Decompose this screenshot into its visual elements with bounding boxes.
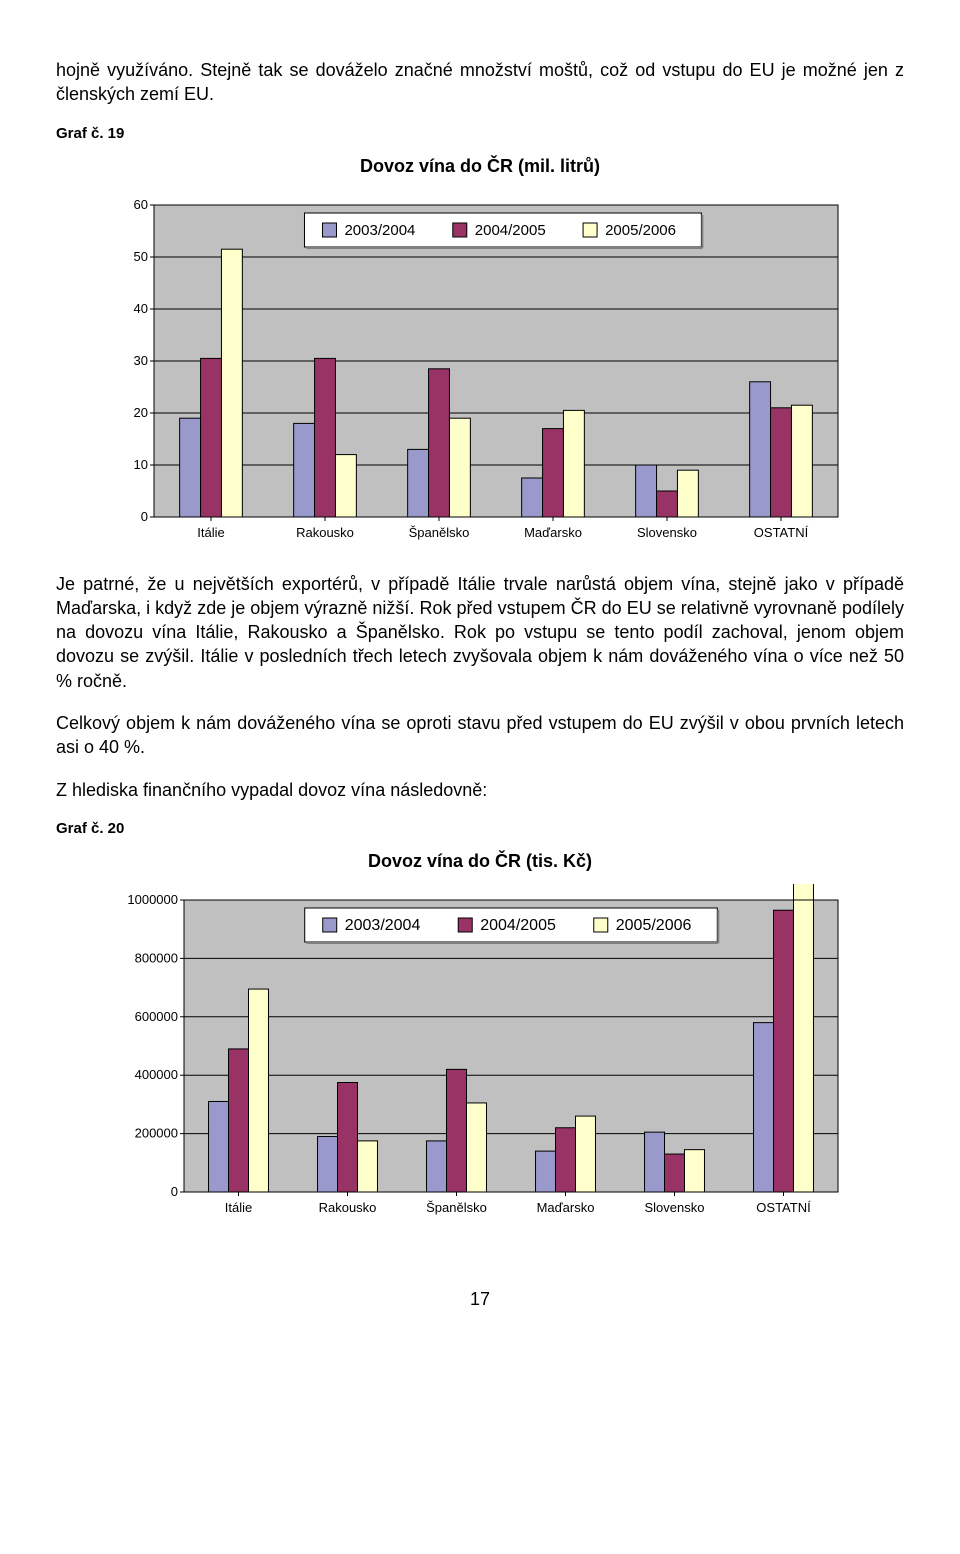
svg-text:200000: 200000 [135,1126,178,1141]
svg-text:2004/2005: 2004/2005 [475,222,546,239]
svg-text:0: 0 [171,1184,178,1199]
svg-text:0: 0 [141,509,148,524]
chart1-caption: Graf č. 19 [56,125,904,142]
chart1-svg: 0 10 20 30 40 50 60 Itálie Rakousko Španělsko Maďa… [110,189,850,549]
svg-text:OSTATNÍ: OSTATNÍ [756,1200,811,1215]
svg-text:50: 50 [134,249,148,264]
svg-text:2003/2004: 2003/2004 [344,222,415,239]
svg-text:Itálie: Itálie [225,1200,252,1215]
svg-text:Slovensko: Slovensko [637,525,697,540]
chart2-title: Dovoz vína do ČR (tis. Kč) [56,851,904,872]
svg-text:800000: 800000 [135,950,178,965]
svg-text:Slovensko: Slovensko [645,1200,705,1215]
chart1-title: Dovoz vína do ČR (mil. litrů) [56,156,904,177]
svg-text:1000000: 1000000 [127,892,178,907]
page-number: 17 [56,1289,904,1310]
svg-text:2005/2006: 2005/2006 [616,917,692,934]
page: hojně využíváno. Stejně tak se dováželo … [0,0,960,1350]
chart2-svg: 0 200000 400000 600000 800000 1000000 Itálie Ra… [110,884,850,1224]
svg-text:20: 20 [134,405,148,420]
svg-text:2005/2006: 2005/2006 [605,222,676,239]
svg-text:2003/2004: 2003/2004 [345,917,421,934]
paragraph-analysis-2: Celkový objem k nám dováženého vína se o… [56,711,904,760]
chart2-container: 0 200000 400000 600000 800000 1000000 Itálie Ra… [110,884,850,1229]
svg-text:40: 40 [134,301,148,316]
svg-text:Španělsko: Španělsko [426,1200,487,1215]
paragraph-analysis-1: Je patrné, že u největších exportérů, v … [56,572,904,693]
svg-text:Rakousko: Rakousko [296,525,354,540]
svg-text:Španělsko: Španělsko [409,525,470,540]
svg-text:2004/2005: 2004/2005 [480,917,556,934]
svg-text:600000: 600000 [135,1009,178,1024]
svg-text:400000: 400000 [135,1067,178,1082]
paragraph-transition: Z hlediska finančního vypadal dovoz vína… [56,778,904,802]
svg-text:Rakousko: Rakousko [319,1200,377,1215]
svg-text:Maďarsko: Maďarsko [537,1200,595,1215]
svg-text:30: 30 [134,353,148,368]
svg-text:OSTATNÍ: OSTATNÍ [754,525,809,540]
paragraph-intro: hojně využíváno. Stejně tak se dováželo … [56,58,904,107]
chart1-container: 0 10 20 30 40 50 60 Itálie Rakousko Španělsko Maďa… [110,189,850,554]
svg-text:60: 60 [134,197,148,212]
svg-text:Itálie: Itálie [197,525,224,540]
chart2-caption: Graf č. 20 [56,820,904,837]
svg-text:Maďarsko: Maďarsko [524,525,582,540]
svg-text:10: 10 [134,457,148,472]
